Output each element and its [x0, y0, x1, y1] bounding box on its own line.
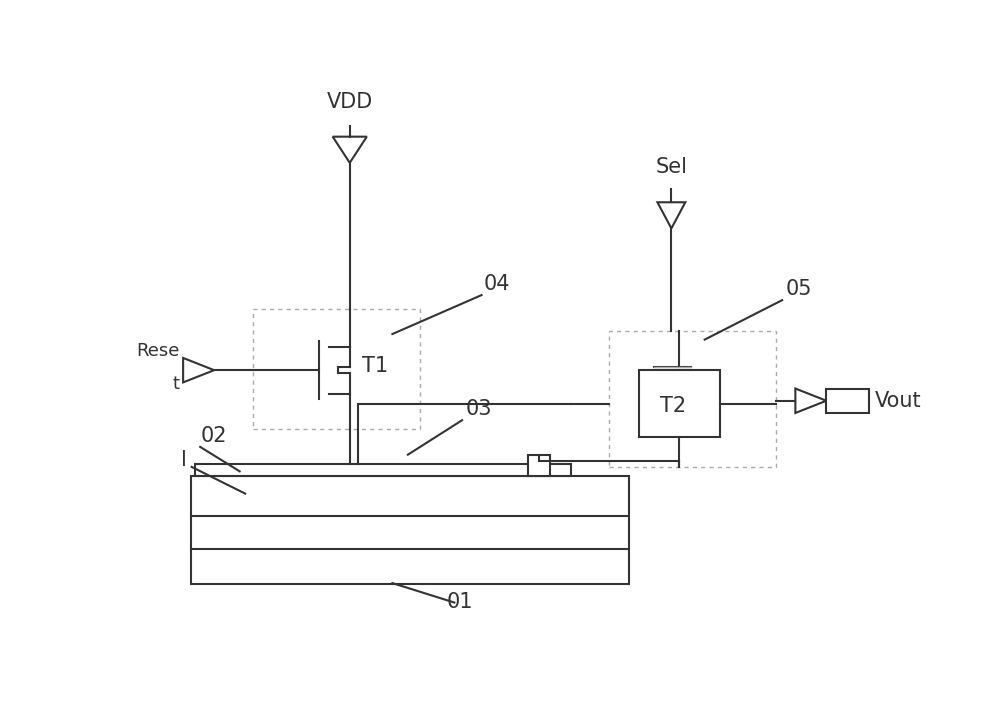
- Text: t: t: [172, 375, 179, 393]
- Text: Rese: Rese: [136, 342, 179, 360]
- Text: 03: 03: [466, 399, 492, 419]
- Polygon shape: [795, 388, 826, 413]
- Text: VDD: VDD: [327, 92, 373, 112]
- Text: 04: 04: [484, 274, 510, 294]
- Text: 01: 01: [447, 592, 473, 612]
- Bar: [639, 370, 720, 437]
- Bar: [253, 309, 420, 429]
- Text: T2: T2: [660, 396, 686, 417]
- Bar: [195, 464, 571, 476]
- Bar: [191, 476, 629, 584]
- Text: T1: T1: [362, 356, 388, 375]
- Polygon shape: [657, 202, 685, 228]
- Text: l: l: [181, 450, 187, 470]
- Polygon shape: [183, 358, 214, 383]
- Text: Vout: Vout: [875, 391, 922, 411]
- Text: Sel: Sel: [655, 157, 687, 177]
- Text: 02: 02: [201, 427, 227, 446]
- Bar: [826, 388, 869, 413]
- Bar: [609, 331, 776, 467]
- Polygon shape: [333, 136, 367, 162]
- Text: 05: 05: [786, 279, 813, 299]
- Bar: [528, 455, 550, 476]
